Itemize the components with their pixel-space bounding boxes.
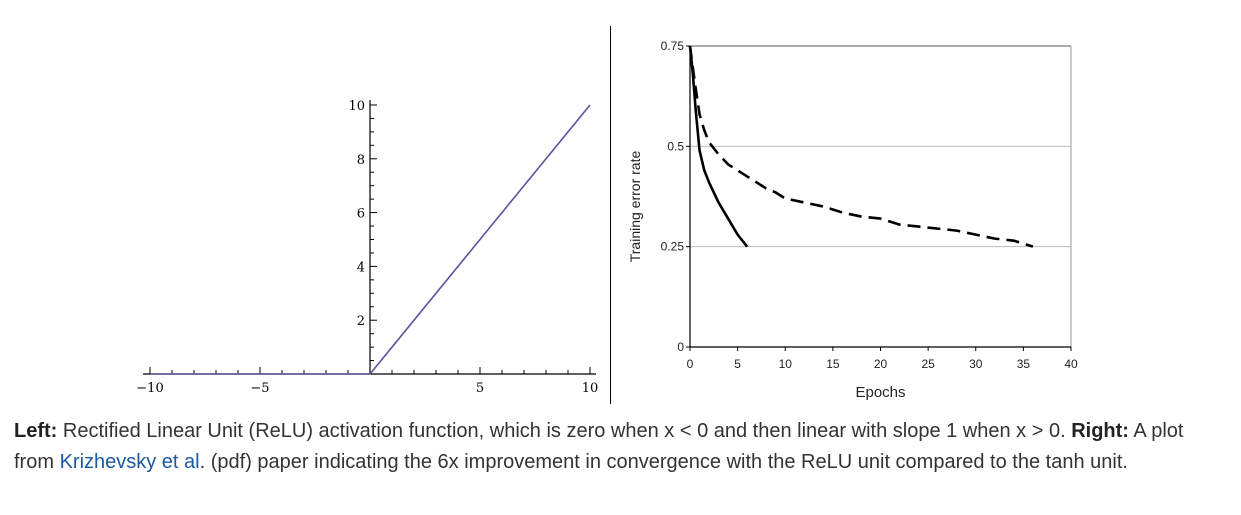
x-tick-label: 5 (734, 357, 741, 371)
caption-right-text-1: A plot from (14, 420, 1184, 473)
x-tick-label: 25 (921, 357, 935, 371)
figure: −10 −5 5 10 2 4 6 8 10 0 5 10 15 20 25 30 35 40 0 0.25 0.5 0… (136, 26, 1078, 404)
y-tick-label: 2 (357, 314, 365, 329)
x-tick-label: 20 (874, 357, 888, 371)
y-axis-label: Training error rate (627, 151, 643, 263)
x-tick-label: 10 (582, 381, 599, 396)
relu-chart: −10 −5 5 10 2 4 6 8 10 (136, 99, 599, 396)
y-tick-label: 10 (348, 99, 365, 114)
x-tick-label: 0 (687, 357, 694, 371)
krizhevsky-link[interactable]: Krizhevsky et al (59, 451, 200, 473)
x-tick-label: 40 (1064, 357, 1078, 371)
panel-divider (610, 26, 611, 404)
y-tick-label: 6 (357, 207, 365, 222)
tanh-series-line (688, 45, 1034, 248)
relu-line (150, 104, 591, 375)
caption-right-label: Right: (1071, 420, 1129, 442)
x-tick-label: −10 (136, 381, 163, 396)
error-rate-chart: 0 5 10 15 20 25 30 35 40 0 0.25 0.5 0.75 Epochs Traini… (627, 39, 1078, 401)
y-tick-label: 8 (357, 153, 365, 168)
y-tick-label: 0.25 (661, 240, 685, 254)
x-tick-label: −5 (250, 381, 269, 396)
x-tick-label: 15 (826, 357, 840, 371)
y-tick-label: 0 (677, 340, 684, 354)
figure-caption: Left: Rectified Linear Unit (ReLU) activ… (14, 416, 1229, 478)
x-tick-label: 10 (779, 357, 793, 371)
y-tick-label: 0.5 (667, 139, 684, 153)
caption-left-text: Rectified Linear Unit (ReLU) activation … (57, 420, 1072, 442)
caption-right-text-2: . (pdf) paper indicating the 6x improvem… (199, 451, 1128, 473)
x-tick-label: 30 (969, 357, 983, 371)
caption-left-label: Left: (14, 420, 58, 442)
y-tick-label: 4 (357, 260, 365, 275)
x-tick-label: 5 (476, 381, 484, 396)
x-tick-label: 35 (1017, 357, 1031, 371)
x-axis-label: Epochs (855, 384, 905, 401)
y-tick-label: 0.75 (661, 39, 685, 53)
relu-series-line (688, 45, 749, 248)
